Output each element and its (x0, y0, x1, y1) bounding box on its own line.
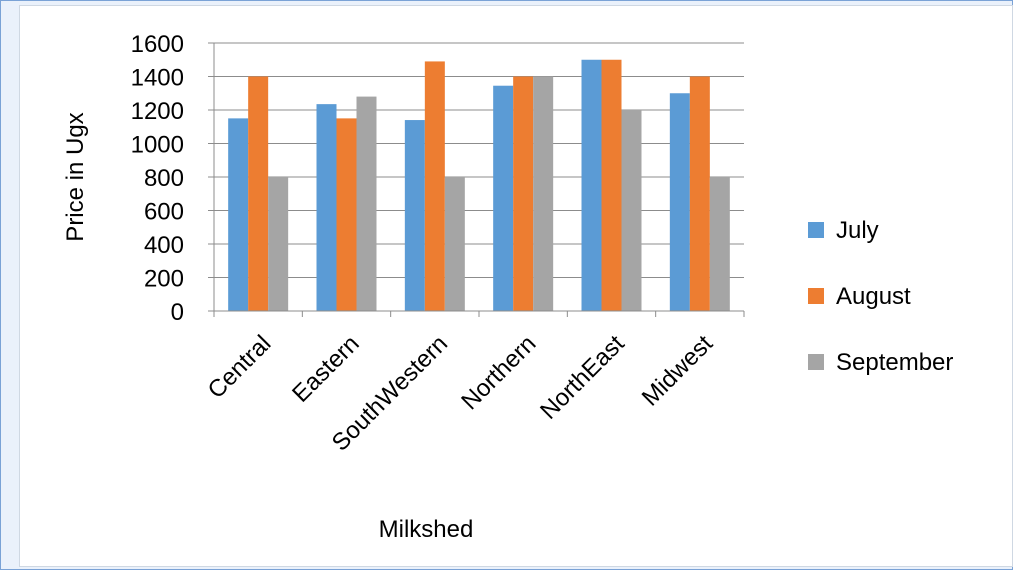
bar-august-central (248, 76, 269, 311)
bar-september-central (268, 177, 289, 311)
bar-september-midwest (709, 177, 730, 311)
x-tick-label: Eastern (287, 330, 365, 408)
y-tick-label: 1400 (131, 65, 184, 92)
y-axis-label: Price in Ugx (62, 112, 89, 241)
y-tick-label: 1200 (131, 98, 184, 125)
legend: July August September (808, 217, 953, 376)
gridlines (214, 42, 744, 278)
bar-september-eastern (356, 96, 377, 311)
legend-swatch-august (808, 288, 824, 304)
x-tick-label: NorthEast (535, 330, 630, 425)
legend-swatch-september (808, 354, 824, 370)
bar-july-eastern (316, 104, 337, 311)
y-tick-label: 800 (144, 165, 184, 192)
axes (208, 42, 745, 317)
x-tick-label: Northern (456, 330, 541, 415)
y-tick-label: 600 (144, 199, 184, 226)
x-axis-label: Milkshed (379, 516, 474, 543)
legend-swatch-july (808, 222, 824, 238)
bar-september-northeast (621, 110, 642, 311)
bar-july-midwest (669, 93, 690, 311)
bar-august-southwestern (424, 61, 445, 311)
bar-july-central (228, 118, 249, 311)
bar-july-southwestern (404, 120, 425, 311)
bar-august-northern (513, 76, 534, 311)
y-tick-label: 200 (144, 266, 184, 293)
y-tick-label: 1000 (131, 132, 184, 159)
bar-august-eastern (336, 118, 357, 311)
x-tick-label: Midwest (637, 330, 719, 412)
y-tick-labels: 0 200 400 600 800 1000 1200 1400 1600 (131, 31, 184, 326)
y-tick-label: 400 (144, 232, 184, 259)
bar-september-northern (533, 76, 554, 311)
bar-july-northeast (581, 59, 602, 311)
x-tick-label: Central (203, 330, 277, 404)
bar-september-southwestern (444, 177, 465, 311)
y-tick-label: 0 (171, 299, 184, 326)
bars (228, 59, 730, 312)
legend-label-july: July (836, 217, 879, 244)
bar-july-northern (493, 85, 514, 312)
bar-august-northeast (601, 59, 622, 311)
legend-label-september: September (836, 349, 953, 376)
legend-label-august: August (836, 283, 911, 310)
bar-august-midwest (689, 76, 710, 311)
y-tick-label: 1600 (131, 31, 184, 58)
